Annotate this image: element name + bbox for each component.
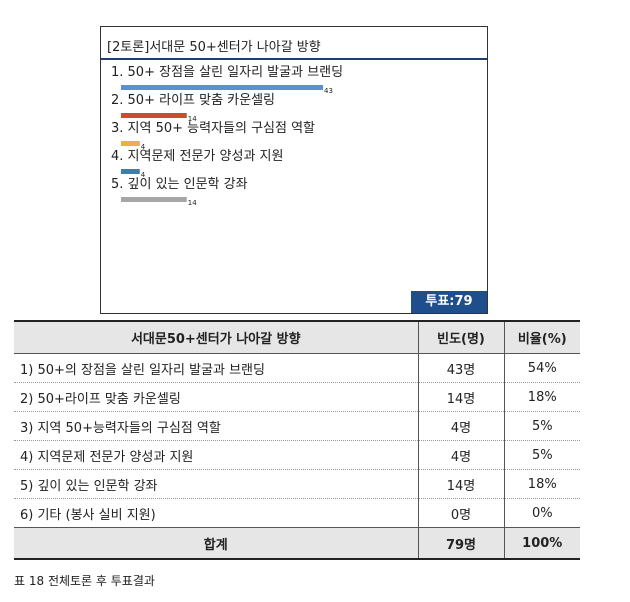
row-item: 1) 50+의 장점을 살린 일자리 발굴과 브랜딩 [14, 353, 418, 383]
bar-item-label: 1. 50+ 장점을 살린 일자리 발굴과 브랜딩 [111, 65, 343, 80]
vote-bar [121, 141, 140, 146]
row-item: 5) 깊이 있는 인문학 강좌 [14, 469, 418, 499]
vote-count-label: 4 [141, 171, 146, 179]
header-direction: 서대문50+센터가 나아갈 방향 [14, 320, 418, 354]
row-frequency: 14명 [417, 469, 504, 499]
vote-panel: [2토론]서대문 50+센터가 나아갈 방향 1. 50+ 장점을 살린 일자리… [100, 26, 488, 314]
row-ratio: 18% [503, 469, 580, 499]
table-row: 2) 50+라이프 맞춤 카운셀링 14명 18% [14, 382, 580, 412]
panel-title-rule [101, 58, 487, 60]
table-row: 5) 깊이 있는 인문학 강좌 14명 18% [14, 469, 580, 499]
row-item: 3) 지역 50+능력자들의 구심점 역할 [14, 411, 418, 441]
vote-count-label: 14 [188, 199, 197, 207]
vote-bar [121, 197, 187, 202]
header-frequency: 빈도(명) [417, 320, 504, 354]
table-total-row: 합계 79명 100% [14, 527, 580, 560]
row-ratio: 5% [503, 411, 580, 441]
vote-bar [121, 169, 140, 174]
row-ratio: 54% [503, 353, 580, 383]
row-item: 6) 기타 (봉사 실비 지원) [14, 498, 418, 528]
vote-total-badge: 투표:79 [411, 291, 487, 313]
table-row: 4) 지역문제 전문가 양성과 지원 4명 5% [14, 440, 580, 470]
vote-bar [121, 113, 187, 118]
panel-title: [2토론]서대문 50+센터가 나아갈 방향 [107, 40, 321, 55]
row-ratio: 0% [503, 498, 580, 528]
table-row: 1) 50+의 장점을 살린 일자리 발굴과 브랜딩 43명 54% [14, 353, 580, 383]
header-ratio: 비율(%) [503, 320, 580, 354]
row-frequency: 14명 [417, 382, 504, 412]
row-item: 4) 지역문제 전문가 양성과 지원 [14, 440, 418, 470]
table-caption: 표 18 전체토론 후 투표결과 [14, 574, 155, 588]
vote-bar [121, 85, 323, 90]
results-table: 서대문50+센터가 나아갈 방향 빈도(명) 비율(%) 1) 50+의 장점을… [14, 320, 580, 560]
vote-count-label: 43 [324, 87, 333, 95]
vote-count-label: 14 [188, 115, 197, 123]
vote-count-label: 4 [141, 143, 146, 151]
row-frequency: 4명 [417, 411, 504, 441]
total-ratio: 100% [503, 527, 580, 560]
bar-item-label: 5. 깊이 있는 인문학 강좌 [111, 177, 248, 192]
total-label: 합계 [14, 527, 418, 560]
row-ratio: 18% [503, 382, 580, 412]
row-item: 2) 50+라이프 맞춤 카운셀링 [14, 382, 418, 412]
total-frequency: 79명 [417, 527, 504, 560]
row-frequency: 43명 [417, 353, 504, 383]
bar-item-label: 3. 지역 50+ 능력자들의 구심점 역할 [111, 121, 315, 136]
row-frequency: 4명 [417, 440, 504, 470]
table-row: 3) 지역 50+능력자들의 구심점 역할 4명 5% [14, 411, 580, 441]
row-frequency: 0명 [417, 498, 504, 528]
bar-item-label: 4. 지역문제 전문가 양성과 지원 [111, 149, 283, 164]
bar-item-label: 2. 50+ 라이프 맞춤 카운셀링 [111, 93, 275, 108]
vote-bar-chart: 1. 50+ 장점을 살린 일자리 발굴과 브랜딩 43 2. 50+ 라이프 맞춤… [111, 65, 343, 207]
row-ratio: 5% [503, 440, 580, 470]
table-row: 6) 기타 (봉사 실비 지원) 0명 0% [14, 498, 580, 528]
table-header-row: 서대문50+센터가 나아갈 방향 빈도(명) 비율(%) [14, 320, 580, 354]
